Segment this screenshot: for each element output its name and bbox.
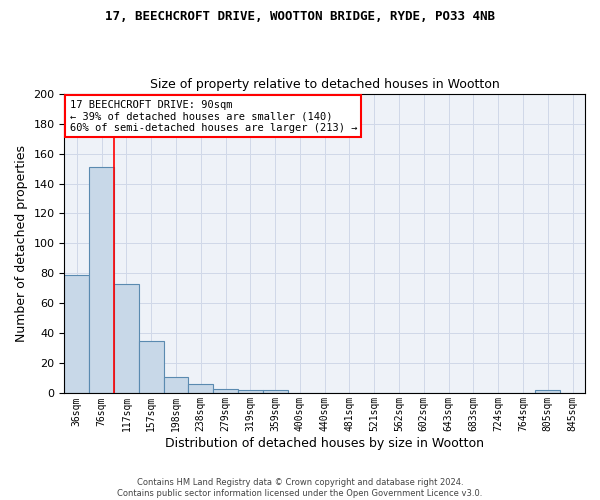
Bar [89,167,114,394]
Bar [188,384,213,394]
Title: Size of property relative to detached houses in Wootton: Size of property relative to detached ho… [150,78,500,91]
X-axis label: Distribution of detached houses by size in Wootton: Distribution of detached houses by size … [165,437,484,450]
Y-axis label: Number of detached properties: Number of detached properties [15,145,28,342]
Bar [114,284,139,394]
Bar [64,275,89,394]
Bar [238,390,263,394]
Bar [535,390,560,394]
Bar [263,390,287,394]
Text: 17, BEECHCROFT DRIVE, WOOTTON BRIDGE, RYDE, PO33 4NB: 17, BEECHCROFT DRIVE, WOOTTON BRIDGE, RY… [105,10,495,23]
Bar [164,377,188,394]
Text: 17 BEECHCROFT DRIVE: 90sqm
← 39% of detached houses are smaller (140)
60% of sem: 17 BEECHCROFT DRIVE: 90sqm ← 39% of deta… [70,100,357,133]
Bar [139,341,164,394]
Text: Contains HM Land Registry data © Crown copyright and database right 2024.
Contai: Contains HM Land Registry data © Crown c… [118,478,482,498]
Bar [213,389,238,394]
